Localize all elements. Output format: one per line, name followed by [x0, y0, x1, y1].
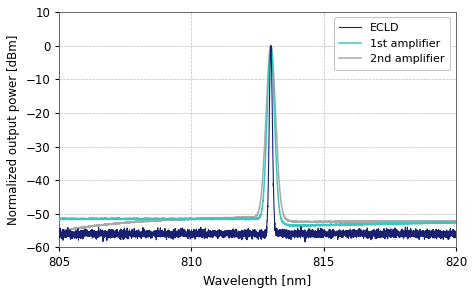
2nd amplifier	[208, 216, 214, 220]
ECLD	[302, 240, 308, 244]
ECLD	[453, 236, 459, 240]
2nd amplifier	[56, 229, 62, 233]
Legend: ECLD, 1st amplifier, 2nd amplifier: ECLD, 1st amplifier, 2nd amplifier	[334, 17, 450, 70]
1st amplifier	[56, 217, 62, 220]
1st amplifier	[268, 44, 273, 47]
Line: 2nd amplifier: 2nd amplifier	[59, 46, 456, 232]
2nd amplifier	[128, 220, 134, 224]
2nd amplifier	[383, 219, 388, 223]
2nd amplifier	[315, 220, 320, 223]
ECLD	[208, 230, 214, 234]
ECLD	[294, 230, 300, 234]
ECLD	[56, 231, 62, 235]
2nd amplifier	[353, 220, 358, 223]
2nd amplifier	[453, 219, 459, 223]
Line: 1st amplifier: 1st amplifier	[59, 46, 456, 226]
2nd amplifier	[294, 219, 300, 223]
ECLD	[268, 44, 273, 47]
Y-axis label: Normalized output power [dBm]: Normalized output power [dBm]	[7, 35, 20, 225]
1st amplifier	[453, 221, 459, 224]
ECLD	[315, 230, 320, 234]
1st amplifier	[294, 224, 300, 227]
1st amplifier	[208, 217, 214, 220]
1st amplifier	[128, 217, 134, 220]
2nd amplifier	[57, 230, 63, 233]
ECLD	[353, 235, 358, 238]
ECLD	[128, 234, 134, 237]
1st amplifier	[293, 224, 299, 228]
1st amplifier	[315, 223, 320, 227]
2nd amplifier	[268, 44, 273, 47]
1st amplifier	[353, 222, 358, 226]
Line: ECLD: ECLD	[59, 46, 456, 242]
1st amplifier	[383, 222, 388, 225]
X-axis label: Wavelength [nm]: Wavelength [nm]	[203, 275, 312, 288]
ECLD	[383, 234, 388, 238]
